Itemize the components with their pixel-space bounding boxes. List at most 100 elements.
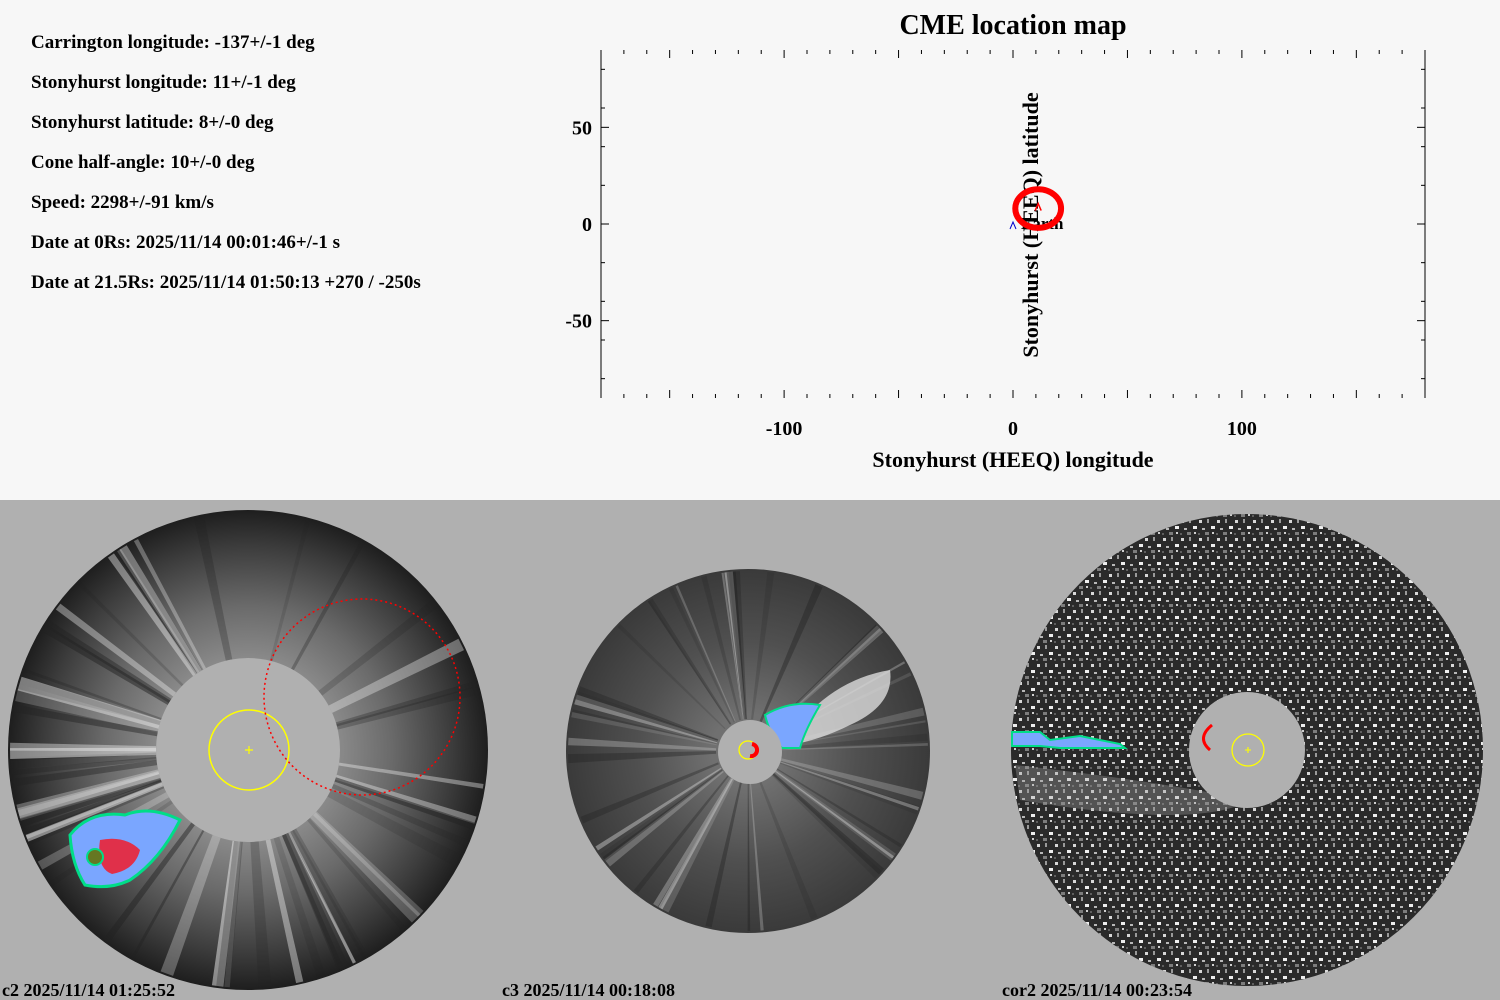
- streamer-ray: [770, 771, 882, 879]
- streamer-ray: [578, 686, 719, 741]
- streamer-ray: [160, 834, 221, 976]
- cme-parameters: Carrington longitude: -137+/-1 deg Stony…: [31, 30, 421, 310]
- streamer-ray: [572, 709, 717, 745]
- c2-cme-cone-outline: [263, 598, 461, 796]
- streamer-ray: [604, 769, 724, 867]
- streamer-ray: [779, 743, 928, 751]
- streamer-ray: [77, 581, 184, 687]
- speed: Speed: 2298+/-91 km/s: [31, 192, 214, 213]
- streamer-ray: [751, 572, 775, 720]
- streamer-ray: [602, 769, 723, 862]
- streamer-ray: [338, 762, 484, 789]
- streamer-ray: [117, 548, 200, 674]
- streamer-ray: [107, 553, 197, 677]
- x-tick-label: 0: [1008, 418, 1018, 440]
- streamer-ray: [133, 538, 207, 670]
- streamer-ray: [292, 829, 366, 959]
- cor2-sun-center-icon: [1245, 747, 1251, 753]
- cone-half-angle: Cone half-angle: 10+/-0 deg: [31, 152, 255, 173]
- streamer-ray: [595, 767, 722, 851]
- streamer-ray: [617, 624, 726, 730]
- streamer-ray: [269, 519, 311, 662]
- streamer-ray: [23, 668, 162, 721]
- date-at-21-5rs: Date at 21.5Rs: 2025/11/14 01:50:13 +270…: [31, 272, 421, 293]
- streamer-ray: [10, 752, 157, 769]
- streamer-ray: [193, 516, 233, 661]
- streamer-ray: [17, 772, 161, 820]
- streamer-ray: [15, 689, 160, 733]
- streamer-ray: [273, 836, 326, 978]
- streamer-ray: [10, 752, 157, 761]
- streamer-ray: [568, 751, 717, 764]
- streamer-ray: [281, 833, 344, 971]
- x-tick-label: 100: [1227, 418, 1257, 440]
- streamer-ray: [17, 770, 161, 821]
- streamer-ray: [758, 780, 818, 920]
- streamer-ray: [25, 780, 165, 845]
- streamer-ray: [10, 756, 157, 776]
- streamer-ray: [115, 550, 199, 674]
- cor2-panel: [1011, 514, 1483, 986]
- streamer-ray: [647, 598, 732, 725]
- streamer-ray: [23, 779, 163, 838]
- streamer-ray: [335, 774, 477, 824]
- streamer-ray: [318, 599, 439, 696]
- cor2-cme-contour: [1011, 731, 1128, 749]
- c2-sun-center-icon: [245, 746, 253, 754]
- cor2-cme-marker: [1202, 723, 1213, 752]
- streamer-ray: [10, 747, 157, 759]
- streamer-ray: [115, 545, 203, 675]
- streamer-ray: [779, 733, 928, 750]
- x-tick-label: -100: [766, 418, 803, 440]
- streamer-ray: [17, 676, 162, 729]
- streamer-ray: [327, 789, 462, 867]
- cor2-sun-circle-icon: [1231, 733, 1265, 767]
- c3-panel: [566, 569, 930, 933]
- stonyhurst-longitude: Stonyhurst longitude: 11+/-1 deg: [31, 72, 296, 93]
- streamer-ray: [705, 782, 742, 928]
- streamer-ray: [328, 638, 465, 713]
- streamer-ray: [750, 782, 764, 931]
- y-tick-label: 50: [572, 117, 592, 139]
- streamer-ray: [759, 584, 823, 723]
- streamer-ray: [13, 704, 158, 737]
- streamer-ray: [25, 782, 163, 839]
- streamer-ray: [216, 840, 243, 988]
- streamer-ray: [288, 831, 356, 964]
- streamer-ray: [11, 760, 158, 787]
- streamer-ray: [726, 571, 747, 720]
- streamer-ray: [658, 778, 734, 910]
- streamer-ray: [732, 571, 748, 720]
- streamer-ray: [778, 757, 924, 800]
- c2-caption: c2 2025/11/14 01:25:52: [2, 980, 175, 1000]
- streamer-ray: [119, 545, 203, 674]
- streamer-ray: [331, 783, 469, 847]
- coronagraph-panels: c2 2025/11/14 01:25:52 c3 2025/11/14 00:…: [0, 500, 1500, 1000]
- streamer-ray: [701, 575, 741, 721]
- cme-cone-footprint: [1012, 186, 1065, 231]
- streamer-ray: [41, 624, 171, 705]
- streamer-ray: [724, 571, 746, 720]
- streamer-ray: [647, 600, 731, 725]
- c3-caption: c3 2025/11/14 00:18:08: [502, 980, 675, 1000]
- streamer-ray: [668, 587, 735, 723]
- streamer-ray: [747, 782, 751, 931]
- streamer-ray: [250, 841, 272, 988]
- c2-sun-circle-icon: [208, 709, 290, 791]
- chart-title: CME location map: [899, 10, 1126, 41]
- streamer-ray: [778, 760, 920, 811]
- streamer-ray: [307, 818, 407, 932]
- streamer-ray: [574, 694, 718, 744]
- stonyhurst-latitude: Stonyhurst latitude: 8+/-0 deg: [31, 112, 274, 133]
- streamer-ray: [103, 822, 195, 944]
- streamer-ray: [310, 812, 421, 923]
- streamer-ray: [600, 768, 723, 859]
- streamer-ray: [721, 572, 745, 720]
- c3-cme-marker: [749, 742, 760, 759]
- streamer-ray: [723, 571, 746, 720]
- streamer-ray: [777, 760, 920, 815]
- x-axis-label: Stonyhurst (HEEQ) longitude: [872, 447, 1153, 472]
- c2-panel: [8, 510, 488, 990]
- streamer-ray: [19, 677, 161, 726]
- streamer-ray: [653, 778, 733, 907]
